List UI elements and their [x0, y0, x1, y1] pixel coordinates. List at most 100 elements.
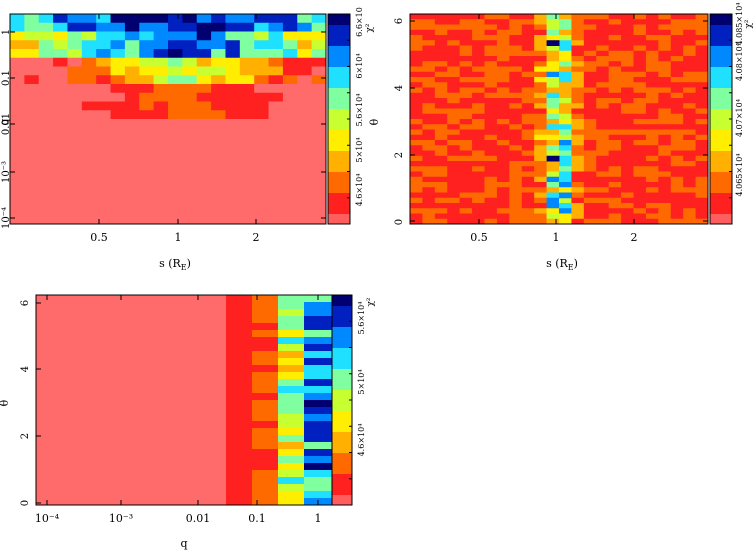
heatmap-cell: [53, 180, 68, 190]
heatmap-cell: [633, 213, 647, 220]
heatmap-cell: [509, 35, 523, 41]
heatmap-cell: [670, 40, 684, 46]
colorbar-segment: [710, 87, 733, 92]
heatmap-cell: [496, 208, 510, 214]
heatmap-cell: [278, 379, 305, 387]
heatmap-cell: [695, 24, 709, 31]
heatmap-cell: [546, 161, 560, 167]
heatmap-cell: [96, 206, 112, 216]
heatmap-cell: [695, 124, 709, 130]
heatmap-cell: [596, 161, 610, 167]
heatmap-cell: [472, 213, 485, 220]
heatmap-cell: [96, 101, 112, 111]
colorbar-segment: [328, 94, 351, 99]
heatmap-cell: [67, 119, 83, 129]
heatmap-cell: [571, 155, 585, 162]
heatmap-cell: [608, 213, 622, 220]
heatmap-cell: [645, 134, 659, 141]
heatmap-cell: [110, 206, 126, 216]
heatmap-cell: [670, 103, 684, 109]
heatmap-cell: [670, 92, 684, 99]
heatmap-cell: [447, 50, 461, 57]
heatmap-cell: [239, 215, 255, 225]
heatmap-cell: [254, 171, 270, 181]
heatmap-cell: [304, 414, 333, 422]
heatmap-cell: [239, 40, 255, 50]
heatmap-cell: [695, 14, 709, 20]
heatmap-cell: [496, 166, 510, 172]
heatmap-cell: [67, 40, 83, 50]
heatmap-cell: [10, 180, 25, 190]
heatmap-cell: [683, 155, 697, 162]
heatmap-cell: [434, 45, 448, 52]
heatmap-cell: [484, 77, 498, 83]
heatmap-cell: [509, 166, 523, 172]
colorbar-segment: [332, 386, 353, 390]
heatmap-cell: [211, 206, 226, 216]
heatmap-cell: [683, 197, 697, 204]
heatmap-cell: [459, 92, 473, 99]
colorbar-segment: [710, 161, 733, 165]
heatmap-cell: [311, 189, 327, 199]
heatmap-cell: [254, 136, 270, 146]
heatmap-cell: [509, 77, 523, 83]
heatmap-cell: [447, 92, 461, 99]
heatmap-cell: [546, 103, 560, 109]
heatmap-cell: [670, 35, 684, 41]
heatmap-cell: [225, 66, 241, 76]
heatmap-cell: [196, 66, 212, 76]
heatmap-cell: [645, 119, 659, 125]
heatmap-cell: [472, 82, 485, 88]
heatmap-cell: [509, 150, 523, 157]
heatmap-cell: [153, 110, 169, 120]
heatmap-cell: [225, 171, 241, 181]
colorbar-segment: [710, 52, 733, 57]
heatmap-cell: [683, 176, 697, 183]
heatmap-cell: [658, 213, 672, 220]
heatmap-cell: [168, 136, 183, 146]
heatmap-cell: [124, 22, 140, 32]
heatmap-cell: [139, 136, 155, 146]
heatmap-cell: [621, 119, 634, 125]
heatmap-cell: [546, 203, 560, 209]
heatmap-cell: [10, 57, 25, 67]
colorbar-segment: [332, 396, 353, 401]
heatmap-cell: [434, 40, 448, 46]
heatmap-cell: [311, 22, 327, 32]
heatmap-cell: [484, 50, 498, 57]
heatmap-cell: [268, 92, 284, 102]
heatmap-cell: [509, 24, 523, 31]
heatmap-cell: [608, 218, 622, 225]
heatmap-cell: [596, 218, 610, 225]
heatmap-cell: [559, 61, 572, 67]
heatmap-cell: [658, 218, 672, 225]
heatmap-cell: [496, 218, 510, 225]
heatmap-cell: [683, 77, 697, 83]
colorbar-segment: [328, 21, 351, 25]
heatmap-cell: [583, 61, 597, 67]
y-tick-label: 6: [394, 18, 405, 24]
colorbar: [327, 13, 351, 225]
colorbar-segment: [332, 295, 353, 299]
heatmap-cell: [53, 197, 68, 207]
heatmap-cell: [596, 176, 610, 183]
heatmap-cell: [534, 140, 548, 146]
heatmap-cell: [484, 29, 498, 36]
heatmap-cell: [559, 56, 572, 62]
heatmap-cell: [608, 14, 622, 20]
heatmap-cell: [695, 171, 709, 178]
heatmap-cell: [670, 176, 684, 183]
colorbar-segment: [710, 45, 733, 50]
heatmap-cell: [38, 75, 54, 85]
heatmap-cell: [596, 108, 610, 115]
colorbar-segment: [710, 42, 733, 46]
heatmap-cell: [282, 31, 298, 41]
heatmap-cell: [410, 145, 423, 151]
heatmap-cell: [484, 98, 498, 104]
heatmap-cell: [153, 22, 169, 32]
x-tick-label: 2: [253, 231, 260, 244]
heatmap-cell: [254, 66, 270, 76]
heatmap-cell: [633, 103, 647, 109]
heatmap-cell: [67, 171, 83, 181]
heatmap-cell: [254, 57, 270, 67]
